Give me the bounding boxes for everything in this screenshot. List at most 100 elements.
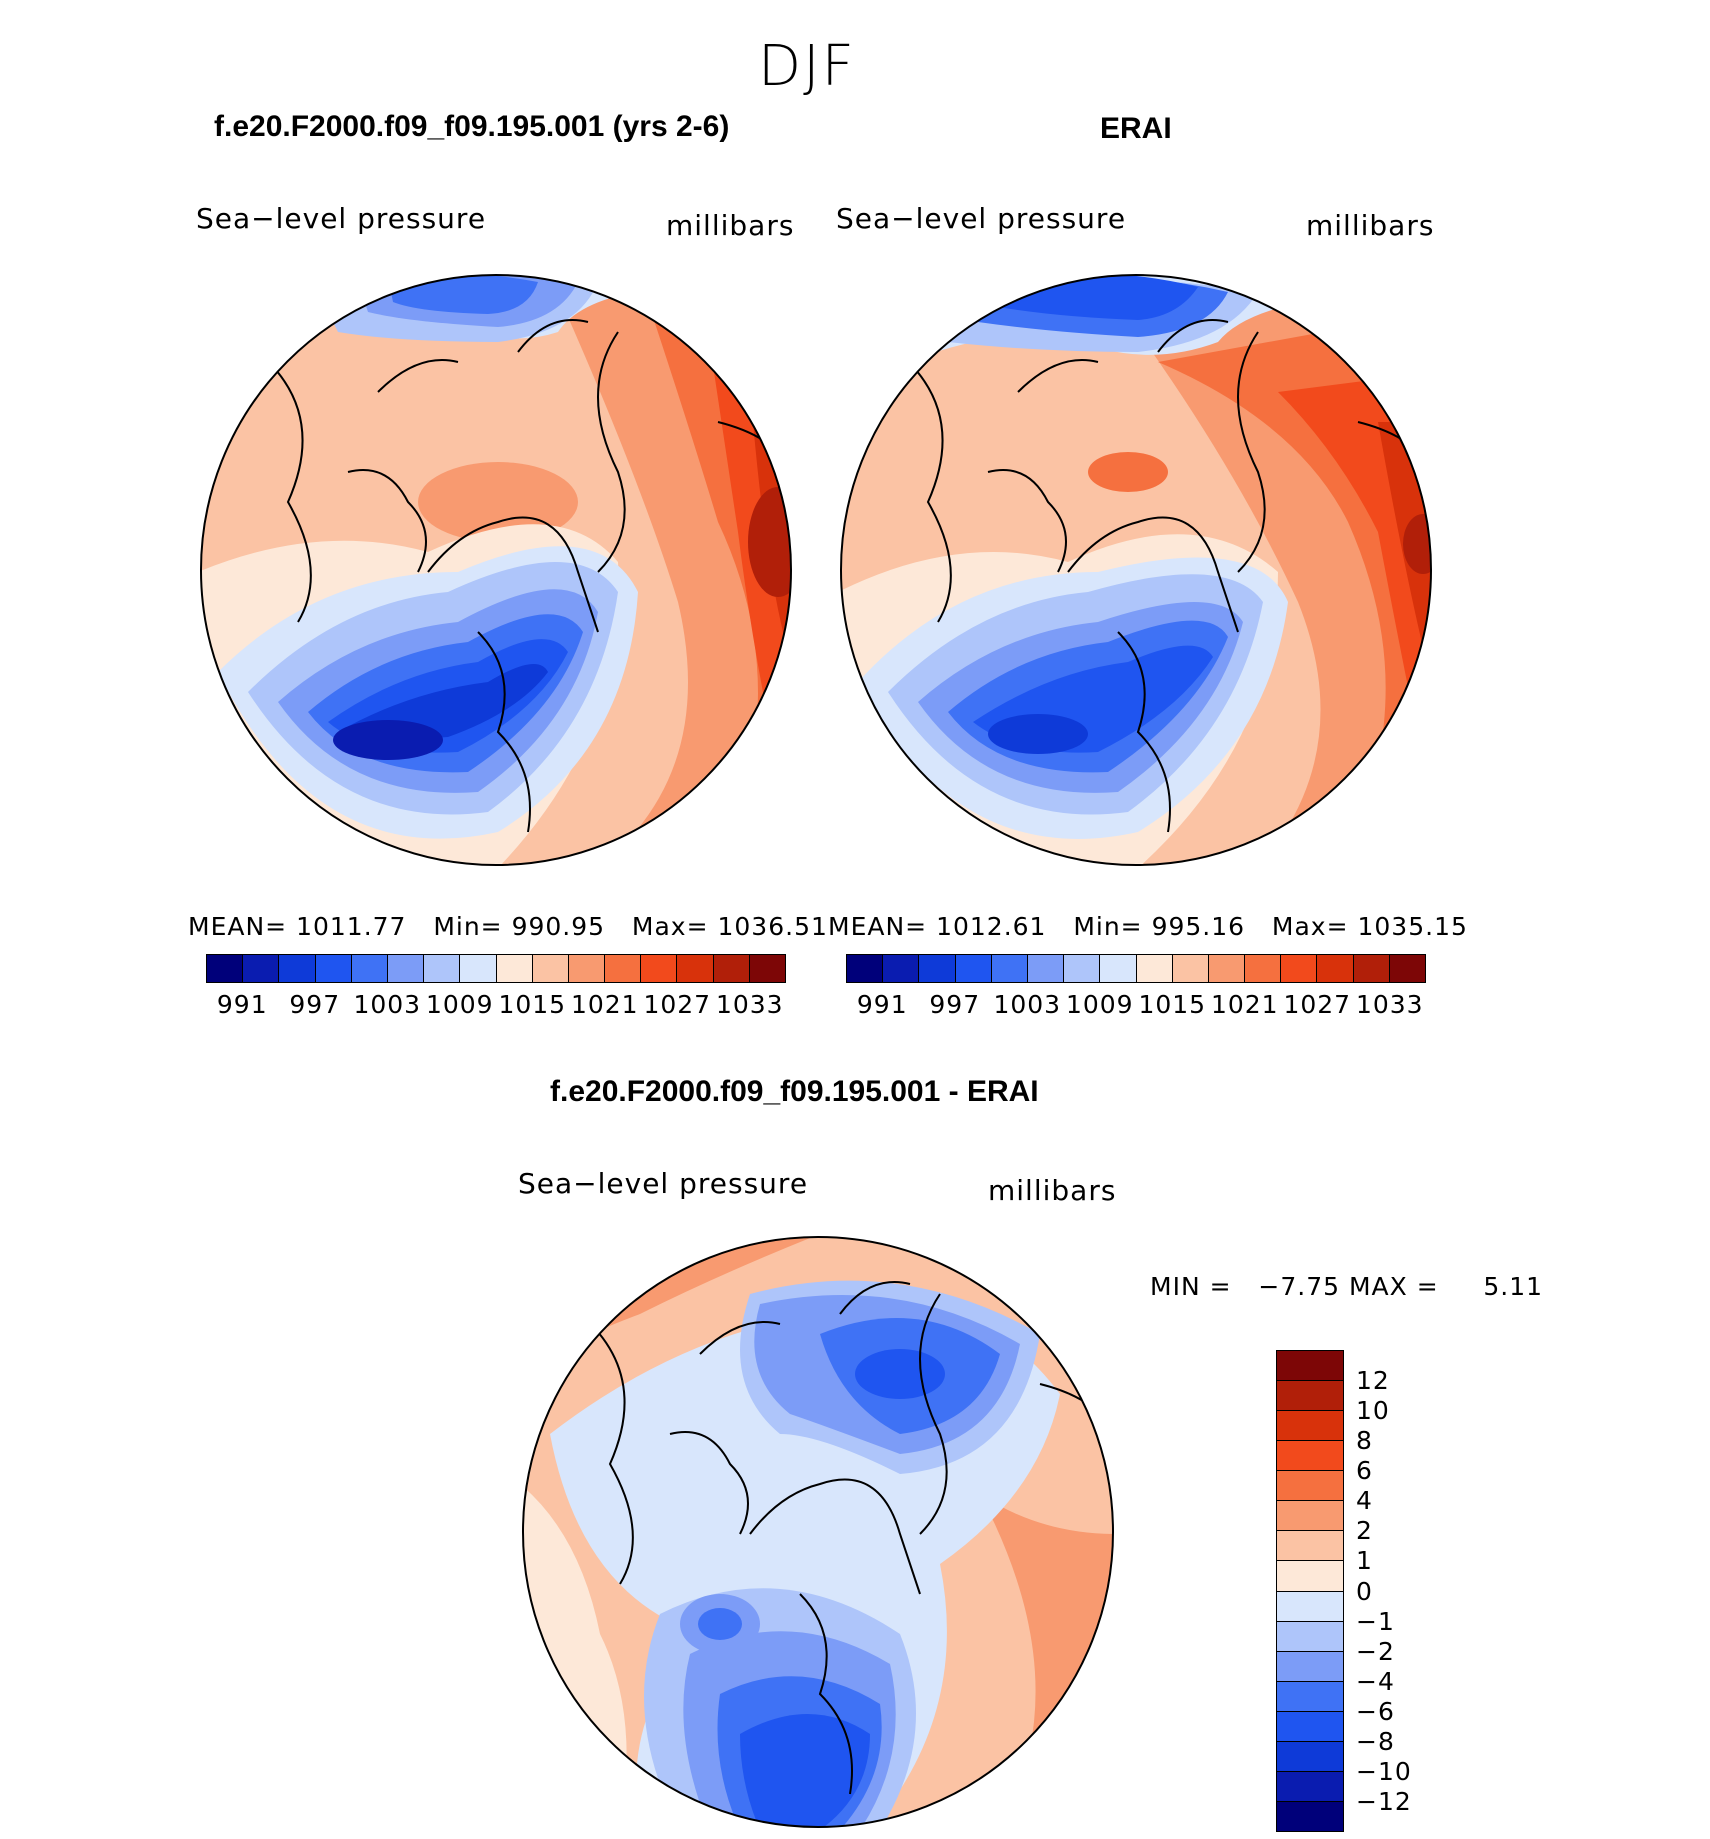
panel-2-min-label: Min= bbox=[1073, 912, 1143, 941]
panel-3-colorbar-tick-label: −6 bbox=[1356, 1697, 1395, 1726]
panel-3-units-label: millibars bbox=[988, 1174, 1117, 1207]
panel-3-colorbar-tick-label: 2 bbox=[1356, 1516, 1373, 1546]
panel-2-colorbar-swatch bbox=[991, 955, 1028, 982]
season-title: DJF bbox=[758, 34, 856, 99]
panel-2-title: ERAI bbox=[1100, 112, 1172, 145]
panel-2-colorbar-tick-label: 997 bbox=[929, 990, 981, 1019]
panel-3-colorbar-ticks: 12 10 8 6 4 2 1 0 −1 −2 −4 −6 −8 −10 −12 bbox=[1356, 1350, 1436, 1832]
panel-2-colorbar-swatch bbox=[1245, 955, 1282, 982]
panel-1-mean-label: MEAN= bbox=[188, 912, 288, 941]
panel-1-colorbar-swatch bbox=[749, 955, 785, 982]
panel-3-colorbar-swatch bbox=[1277, 1621, 1343, 1652]
panel-2-colorbar-tick-label: 991 bbox=[856, 990, 908, 1019]
panel-2-colorbar-swatch bbox=[919, 955, 956, 982]
panel-3-colorbar-swatch bbox=[1277, 1561, 1343, 1592]
panel-2-colorbar-swatch bbox=[1027, 955, 1065, 982]
panel-1-colorbar-swatch bbox=[387, 955, 425, 982]
panel-3-colorbar-swatch bbox=[1277, 1591, 1343, 1622]
panel-3-colorbar-swatch bbox=[1277, 1441, 1343, 1472]
panel-3-colorbar-swatch bbox=[1277, 1381, 1343, 1412]
panel-1-colorbar-tick-label: 1003 bbox=[353, 990, 422, 1019]
panel-3-title: f.e20.F2000.f09_f09.195.001 - ERAI bbox=[550, 1075, 1039, 1108]
panel-1-colorbar-swatch bbox=[460, 955, 497, 982]
panel-3-colorbar-tick-label: 8 bbox=[1356, 1425, 1373, 1455]
panel-2-colorbar-swatch bbox=[1317, 955, 1354, 982]
panel-3-colorbar-tick-label: −4 bbox=[1356, 1666, 1395, 1696]
panel-2-colorbar-swatch bbox=[847, 955, 884, 982]
panel-3-colorbar-swatch bbox=[1277, 1771, 1343, 1802]
panel-3-colorbar-swatch bbox=[1277, 1471, 1343, 1502]
panel-1-colorbar-swatch bbox=[315, 955, 352, 982]
panel-2-colorbar-tick-label: 1021 bbox=[1210, 990, 1279, 1019]
panel-3-polar-map bbox=[522, 1236, 1114, 1828]
panel-2-polar-map bbox=[840, 274, 1432, 866]
panel-1-colorbar-swatch bbox=[279, 955, 316, 982]
panel-1-max-value: 1036.51 bbox=[717, 912, 828, 941]
panel-3-colorbar-tick-label: −1 bbox=[1356, 1606, 1395, 1636]
panel-1-colorbar-tick-label: 1009 bbox=[425, 990, 494, 1019]
panel-2-variable-label: Sea−level pressure bbox=[836, 202, 1127, 235]
panel-3-colorbar-swatch bbox=[1277, 1501, 1343, 1532]
panel-2-colorbar-swatch bbox=[1353, 955, 1390, 982]
panel-2-max-label: Max= bbox=[1271, 912, 1349, 941]
panel-2-colorbar-tick-label: 1009 bbox=[1065, 990, 1134, 1019]
panel-3-colorbar-tick-label: 10 bbox=[1356, 1395, 1390, 1425]
panel-1-colorbar-swatch bbox=[424, 955, 461, 982]
panel-1-colorbar-swatch bbox=[568, 955, 606, 982]
panel-3-colorbar-swatch bbox=[1277, 1711, 1343, 1742]
panel-3-colorbar-tick-label: 12 bbox=[1356, 1365, 1390, 1395]
panel-1-colorbar-swatch bbox=[713, 955, 750, 982]
panel-2-colorbar-swatch bbox=[883, 955, 920, 982]
panel-3-colorbar bbox=[1276, 1350, 1344, 1832]
panel-2-colorbar-tick-label: 1033 bbox=[1355, 990, 1424, 1019]
panel-1-colorbar-tick-label: 1033 bbox=[715, 990, 784, 1019]
panel-3-stats: MIN = −7.75 MAX = 5.11 bbox=[1150, 1272, 1543, 1301]
panel-3-max-value: 5.11 bbox=[1483, 1272, 1544, 1301]
panel-3-colorbar-swatch bbox=[1277, 1351, 1343, 1382]
panel-3-colorbar-tick-label: 0 bbox=[1356, 1576, 1373, 1606]
panel-3-colorbar-swatch bbox=[1277, 1681, 1343, 1712]
panel-2-colorbar-ticks: 991 997 1003 1009 1015 1021 1027 1033 bbox=[846, 990, 1426, 1020]
panel-1-colorbar-swatch bbox=[532, 955, 569, 982]
panel-2-colorbar-swatch bbox=[1100, 955, 1137, 982]
panel-1-stats: MEAN= 1011.77 Min= 990.95 Max= 1036.51 bbox=[188, 912, 828, 941]
panel-2-stats: MEAN= 1012.61 Min= 995.16 Max= 1035.15 bbox=[828, 912, 1468, 941]
panel-1-colorbar-tick-label: 997 bbox=[289, 990, 341, 1019]
panel-1-colorbar-tick-label: 991 bbox=[216, 990, 268, 1019]
panel-1-colorbar-swatch bbox=[605, 955, 642, 982]
panel-2-colorbar-tick-label: 1015 bbox=[1138, 990, 1207, 1019]
panel-3-colorbar-tick-label: −2 bbox=[1356, 1636, 1395, 1666]
panel-3-variable-label: Sea−level pressure bbox=[518, 1167, 809, 1200]
panel-3-colorbar-swatch bbox=[1277, 1411, 1343, 1442]
panel-2-colorbar-swatch bbox=[1172, 955, 1209, 982]
panel-1-polar-map bbox=[200, 274, 792, 866]
panel-1-colorbar-tick-label: 1027 bbox=[643, 990, 712, 1019]
panel-3-colorbar-tick-label: 4 bbox=[1356, 1486, 1373, 1516]
panel-2-units-label: millibars bbox=[1306, 209, 1435, 242]
panel-1-min-label: Min= bbox=[433, 912, 503, 941]
panel-2-mean-label: MEAN= bbox=[828, 912, 928, 941]
panel-2-colorbar-swatch bbox=[1281, 955, 1318, 982]
panel-3-min-value: −7.75 bbox=[1258, 1272, 1341, 1301]
panel-3-colorbar-swatch bbox=[1277, 1651, 1343, 1682]
panel-1-colorbar-tick-label: 1015 bbox=[498, 990, 567, 1019]
panel-1-colorbar-ticks: 991 997 1003 1009 1015 1021 1027 1033 bbox=[206, 990, 786, 1020]
panel-1-title: f.e20.F2000.f09_f09.195.001 (yrs 2-6) bbox=[214, 110, 730, 143]
panel-3-colorbar-tick-label: −12 bbox=[1356, 1787, 1412, 1817]
panel-3-colorbar-tick-label: 6 bbox=[1356, 1456, 1373, 1485]
panel-1-max-label: Max= bbox=[631, 912, 709, 941]
panel-1-units-label: millibars bbox=[666, 209, 795, 242]
panel-1-colorbar-tick-label: 1021 bbox=[570, 990, 639, 1019]
panel-2-colorbar-swatch bbox=[1064, 955, 1101, 982]
panel-2-max-value: 1035.15 bbox=[1357, 912, 1468, 941]
panel-3-min-label: MIN = bbox=[1150, 1272, 1232, 1301]
panel-1-colorbar-swatch bbox=[677, 955, 714, 982]
panel-2-mean-value: 1012.61 bbox=[936, 912, 1047, 941]
panel-2-colorbar-tick-label: 1003 bbox=[993, 990, 1062, 1019]
panel-3-colorbar-swatch bbox=[1277, 1531, 1343, 1562]
panel-1-colorbar-swatch bbox=[207, 955, 244, 982]
panel-3-colorbar-tick-label: −8 bbox=[1356, 1727, 1395, 1757]
panel-1-mean-value: 1011.77 bbox=[296, 912, 407, 941]
panel-2-colorbar-tick-label: 1027 bbox=[1283, 990, 1352, 1019]
panel-1-variable-label: Sea−level pressure bbox=[196, 202, 487, 235]
